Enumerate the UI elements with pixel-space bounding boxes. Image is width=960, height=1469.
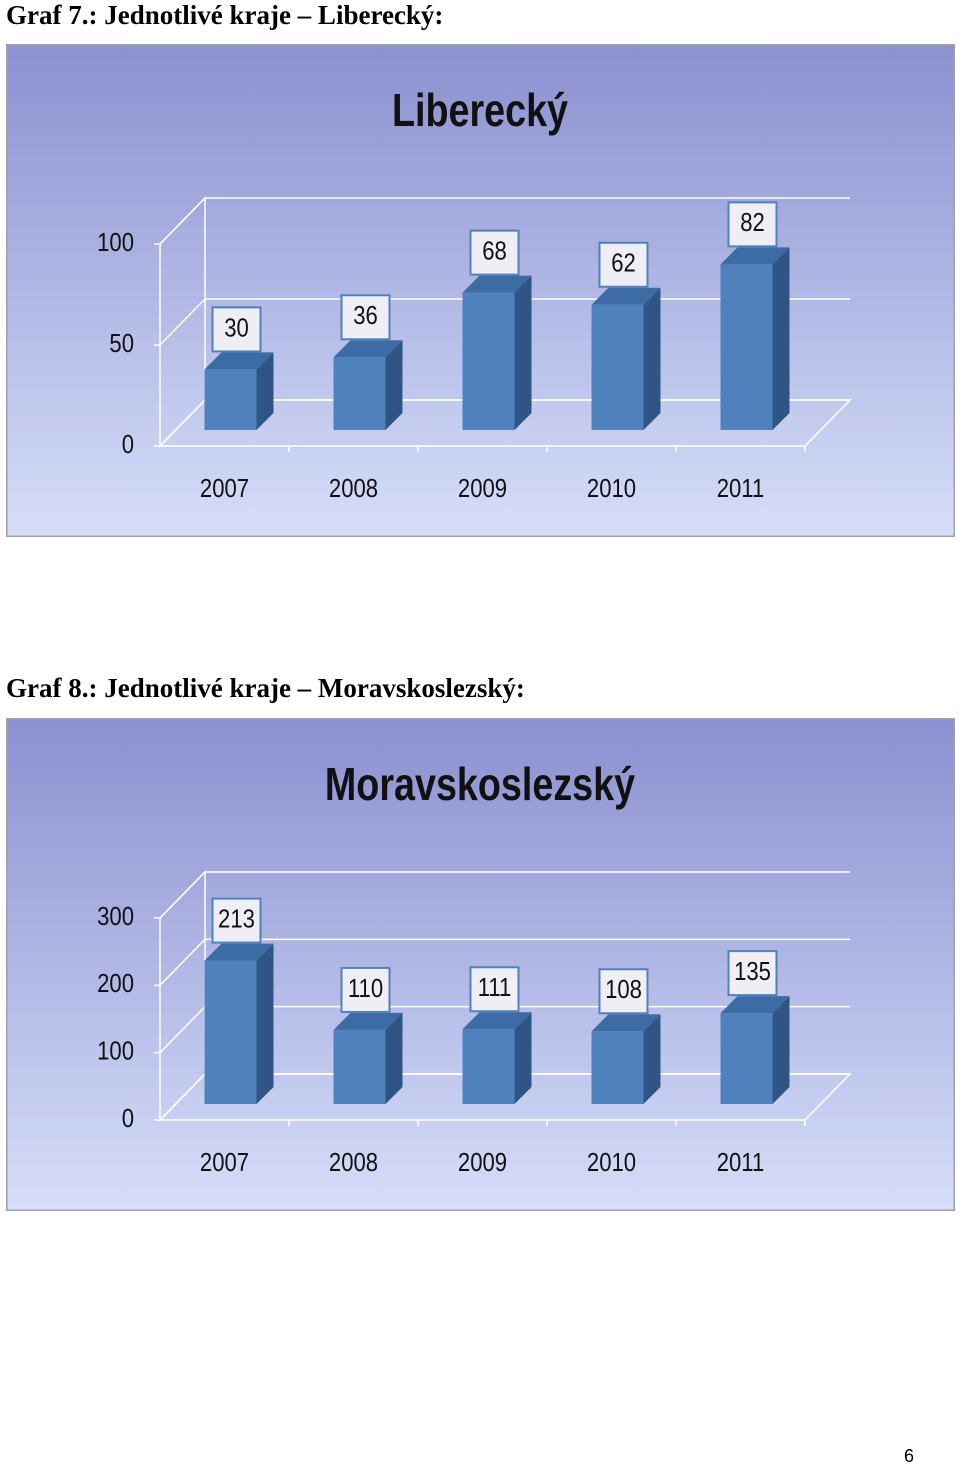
value-label-box [469,229,520,276]
x-tick-label: 2011 [717,1148,764,1177]
background [6,718,955,1211]
value-label: 68 [482,237,507,266]
y-tick-label: 50 [109,329,134,358]
value-label-box [598,968,649,1015]
x-tick-label: 2008 [329,474,378,503]
value-label-box [340,294,391,341]
caption: Graf 7.: Jednotlivé kraje – Liberecký: [6,0,444,30]
x-tick-label: 2007 [200,474,249,503]
bar-side [256,352,274,430]
x-tick-label: 2010 [587,1148,636,1177]
x-tick-label: 2011 [717,474,764,503]
bar-top [204,943,274,961]
value-label-box [727,201,778,248]
bar-top [720,247,790,265]
bar-side [385,340,403,430]
value-label-box [340,966,391,1013]
bar [462,292,515,430]
bar [591,1031,644,1104]
value-label: 62 [611,249,636,278]
bar-top [720,996,790,1014]
value-label-box [469,966,520,1013]
value-label: 111 [478,974,512,1003]
value-label-box [211,897,262,944]
bar-side [643,287,661,430]
y-tick-label: 100 [97,228,134,257]
y-tick-label: 0 [122,1104,134,1133]
bar-side [385,1012,403,1104]
bar-top [333,340,403,358]
grid-line [159,197,850,245]
y-tick-label: 200 [97,970,134,999]
x-tick-label: 2007 [200,1148,249,1177]
value-label: 30 [224,314,249,343]
value-label-box [598,241,649,288]
bar [591,304,644,430]
value-label: 213 [218,905,255,934]
x-tick-label: 2010 [587,474,636,503]
chart: Liberecký 0 50 100 2007 30 2008 36 2009 68 2010 62 2… [6,44,955,537]
x-tick-label: 2009 [458,1148,507,1177]
x-tick-label: 2008 [329,1148,378,1177]
value-label: 135 [734,957,771,986]
bar-side [256,943,274,1104]
grid-line [159,938,850,986]
chart-title: Moravskoslezský [325,759,636,810]
bar-top [462,1012,532,1030]
bar [720,1013,773,1104]
bar-side [772,247,790,430]
value-label: 108 [605,976,642,1005]
value-label: 82 [740,209,765,238]
page-number: 6 [904,1446,915,1466]
bar [204,960,257,1104]
bar-top [591,287,661,305]
bar-side [772,996,790,1104]
bar-side [514,1012,532,1104]
bar [204,369,257,430]
y-tick-label: 100 [97,1037,134,1066]
bar [462,1029,515,1104]
bar-top [333,1012,403,1030]
bar-top [462,275,532,293]
bar-side [514,275,532,430]
value-label-box [727,950,778,997]
y-tick-label: 300 [97,902,134,931]
bar-side [643,1014,661,1104]
caption: Graf 8.: Jednotlivé kraje – Moravskoslez… [6,673,525,703]
value-label-box [211,306,262,353]
bar [333,357,386,430]
x-tick-label: 2009 [458,474,507,503]
chart: Moravskoslezský 0 100 200 300 2007 213 2008 110 2… [6,718,955,1211]
bar [333,1029,386,1104]
bar [720,264,773,430]
y-tick-label: 0 [122,430,134,459]
bar-top [591,1014,661,1032]
bar-top [204,352,274,370]
value-label: 110 [348,974,383,1003]
grid-line [159,871,850,919]
value-label: 36 [353,302,378,331]
chart-title: Liberecký [392,85,569,136]
